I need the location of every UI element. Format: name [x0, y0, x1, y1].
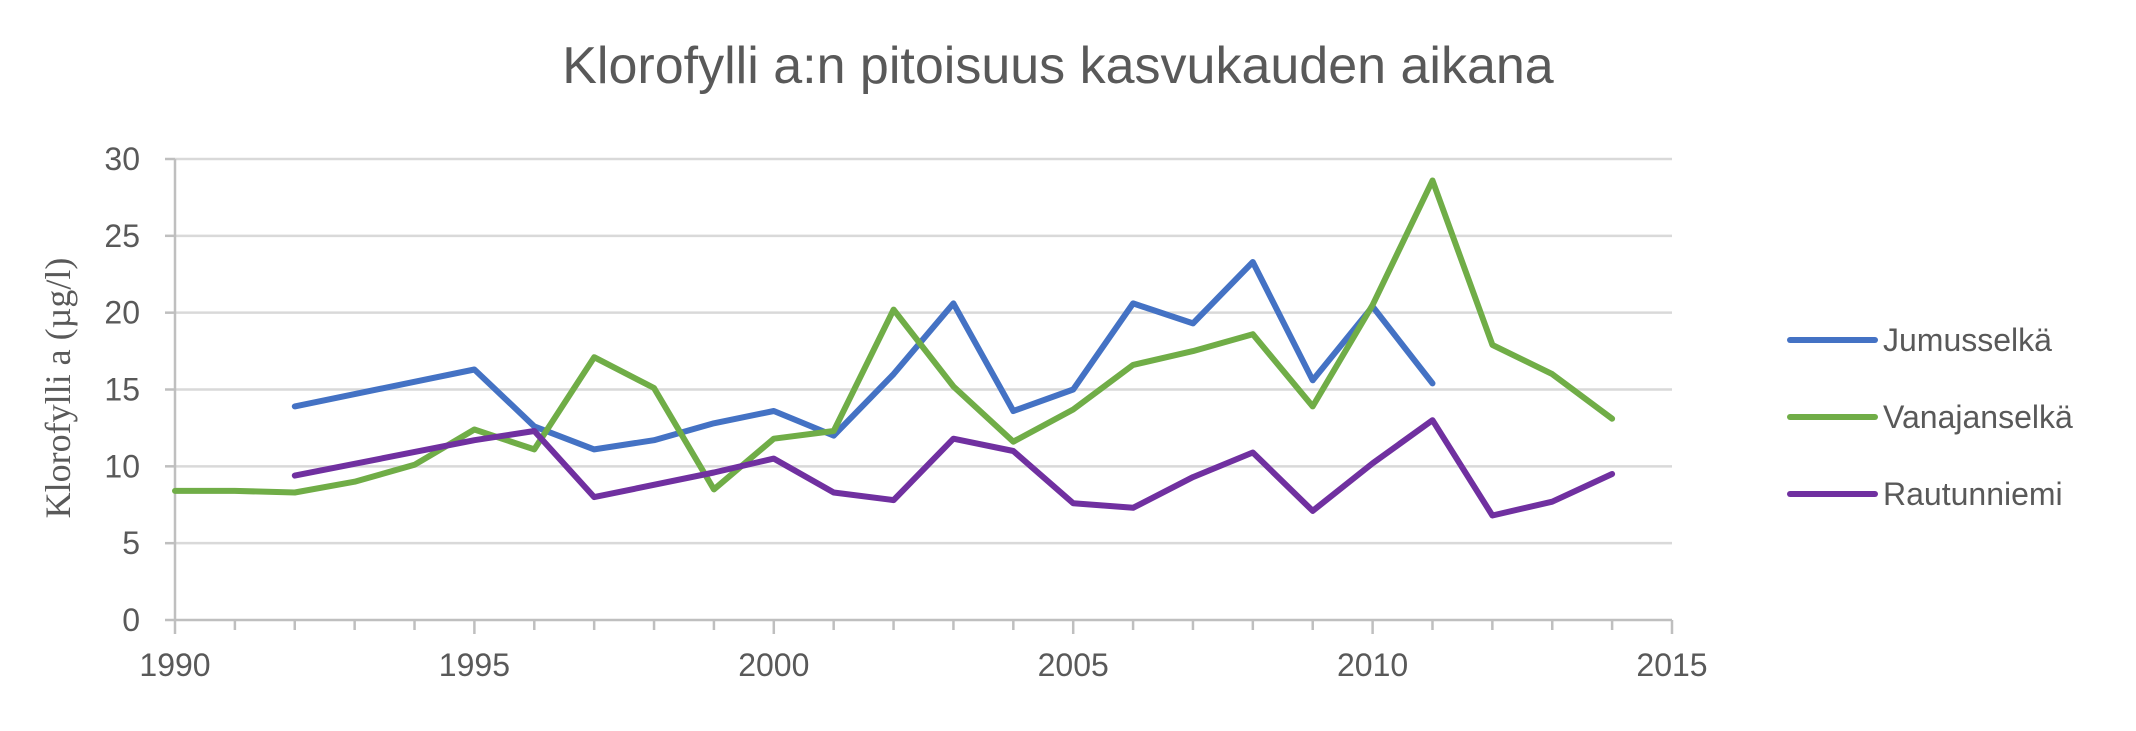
axes — [165, 157, 1674, 634]
x-tick-labels: 1990 1995 2000 2005 2010 2015 — [139, 647, 1707, 683]
y-tick-label: 20 — [104, 295, 140, 331]
y-tick-labels: 0 5 10 15 20 25 30 — [104, 141, 140, 638]
y-tick-label: 25 — [104, 218, 140, 254]
legend-label: Rautunniemi — [1883, 476, 2063, 512]
x-tick-label: 2015 — [1636, 647, 1707, 683]
x-tick-label: 1995 — [439, 647, 510, 683]
gridlines — [175, 157, 1672, 545]
y-tick-label: 5 — [122, 525, 140, 561]
y-axis-label: Klorofylli a (µg/l) — [38, 258, 78, 519]
legend-label: Vanajanselkä — [1883, 399, 2073, 435]
legend: Jumusselkä Vanajanselkä Rautunniemi — [1787, 322, 2073, 512]
x-tick-label: 2000 — [738, 647, 809, 683]
y-tick-label: 10 — [104, 448, 140, 484]
y-tick-label: 15 — [104, 372, 140, 408]
x-tick-label: 1990 — [139, 647, 210, 683]
legend-label: Jumusselkä — [1883, 322, 2052, 358]
x-tick-label: 2005 — [1038, 647, 1109, 683]
series-lines — [172, 177, 1616, 519]
series-line-1 — [172, 177, 1616, 496]
series-line-0 — [291, 259, 1436, 453]
y-tick-label: 0 — [122, 602, 140, 638]
chart-title: Klorofylli a:n pitoisuus kasvukauden aik… — [562, 37, 1554, 95]
y-tick-label: 30 — [104, 141, 140, 177]
x-tick-label: 2010 — [1337, 647, 1408, 683]
series-line-2 — [291, 417, 1616, 519]
